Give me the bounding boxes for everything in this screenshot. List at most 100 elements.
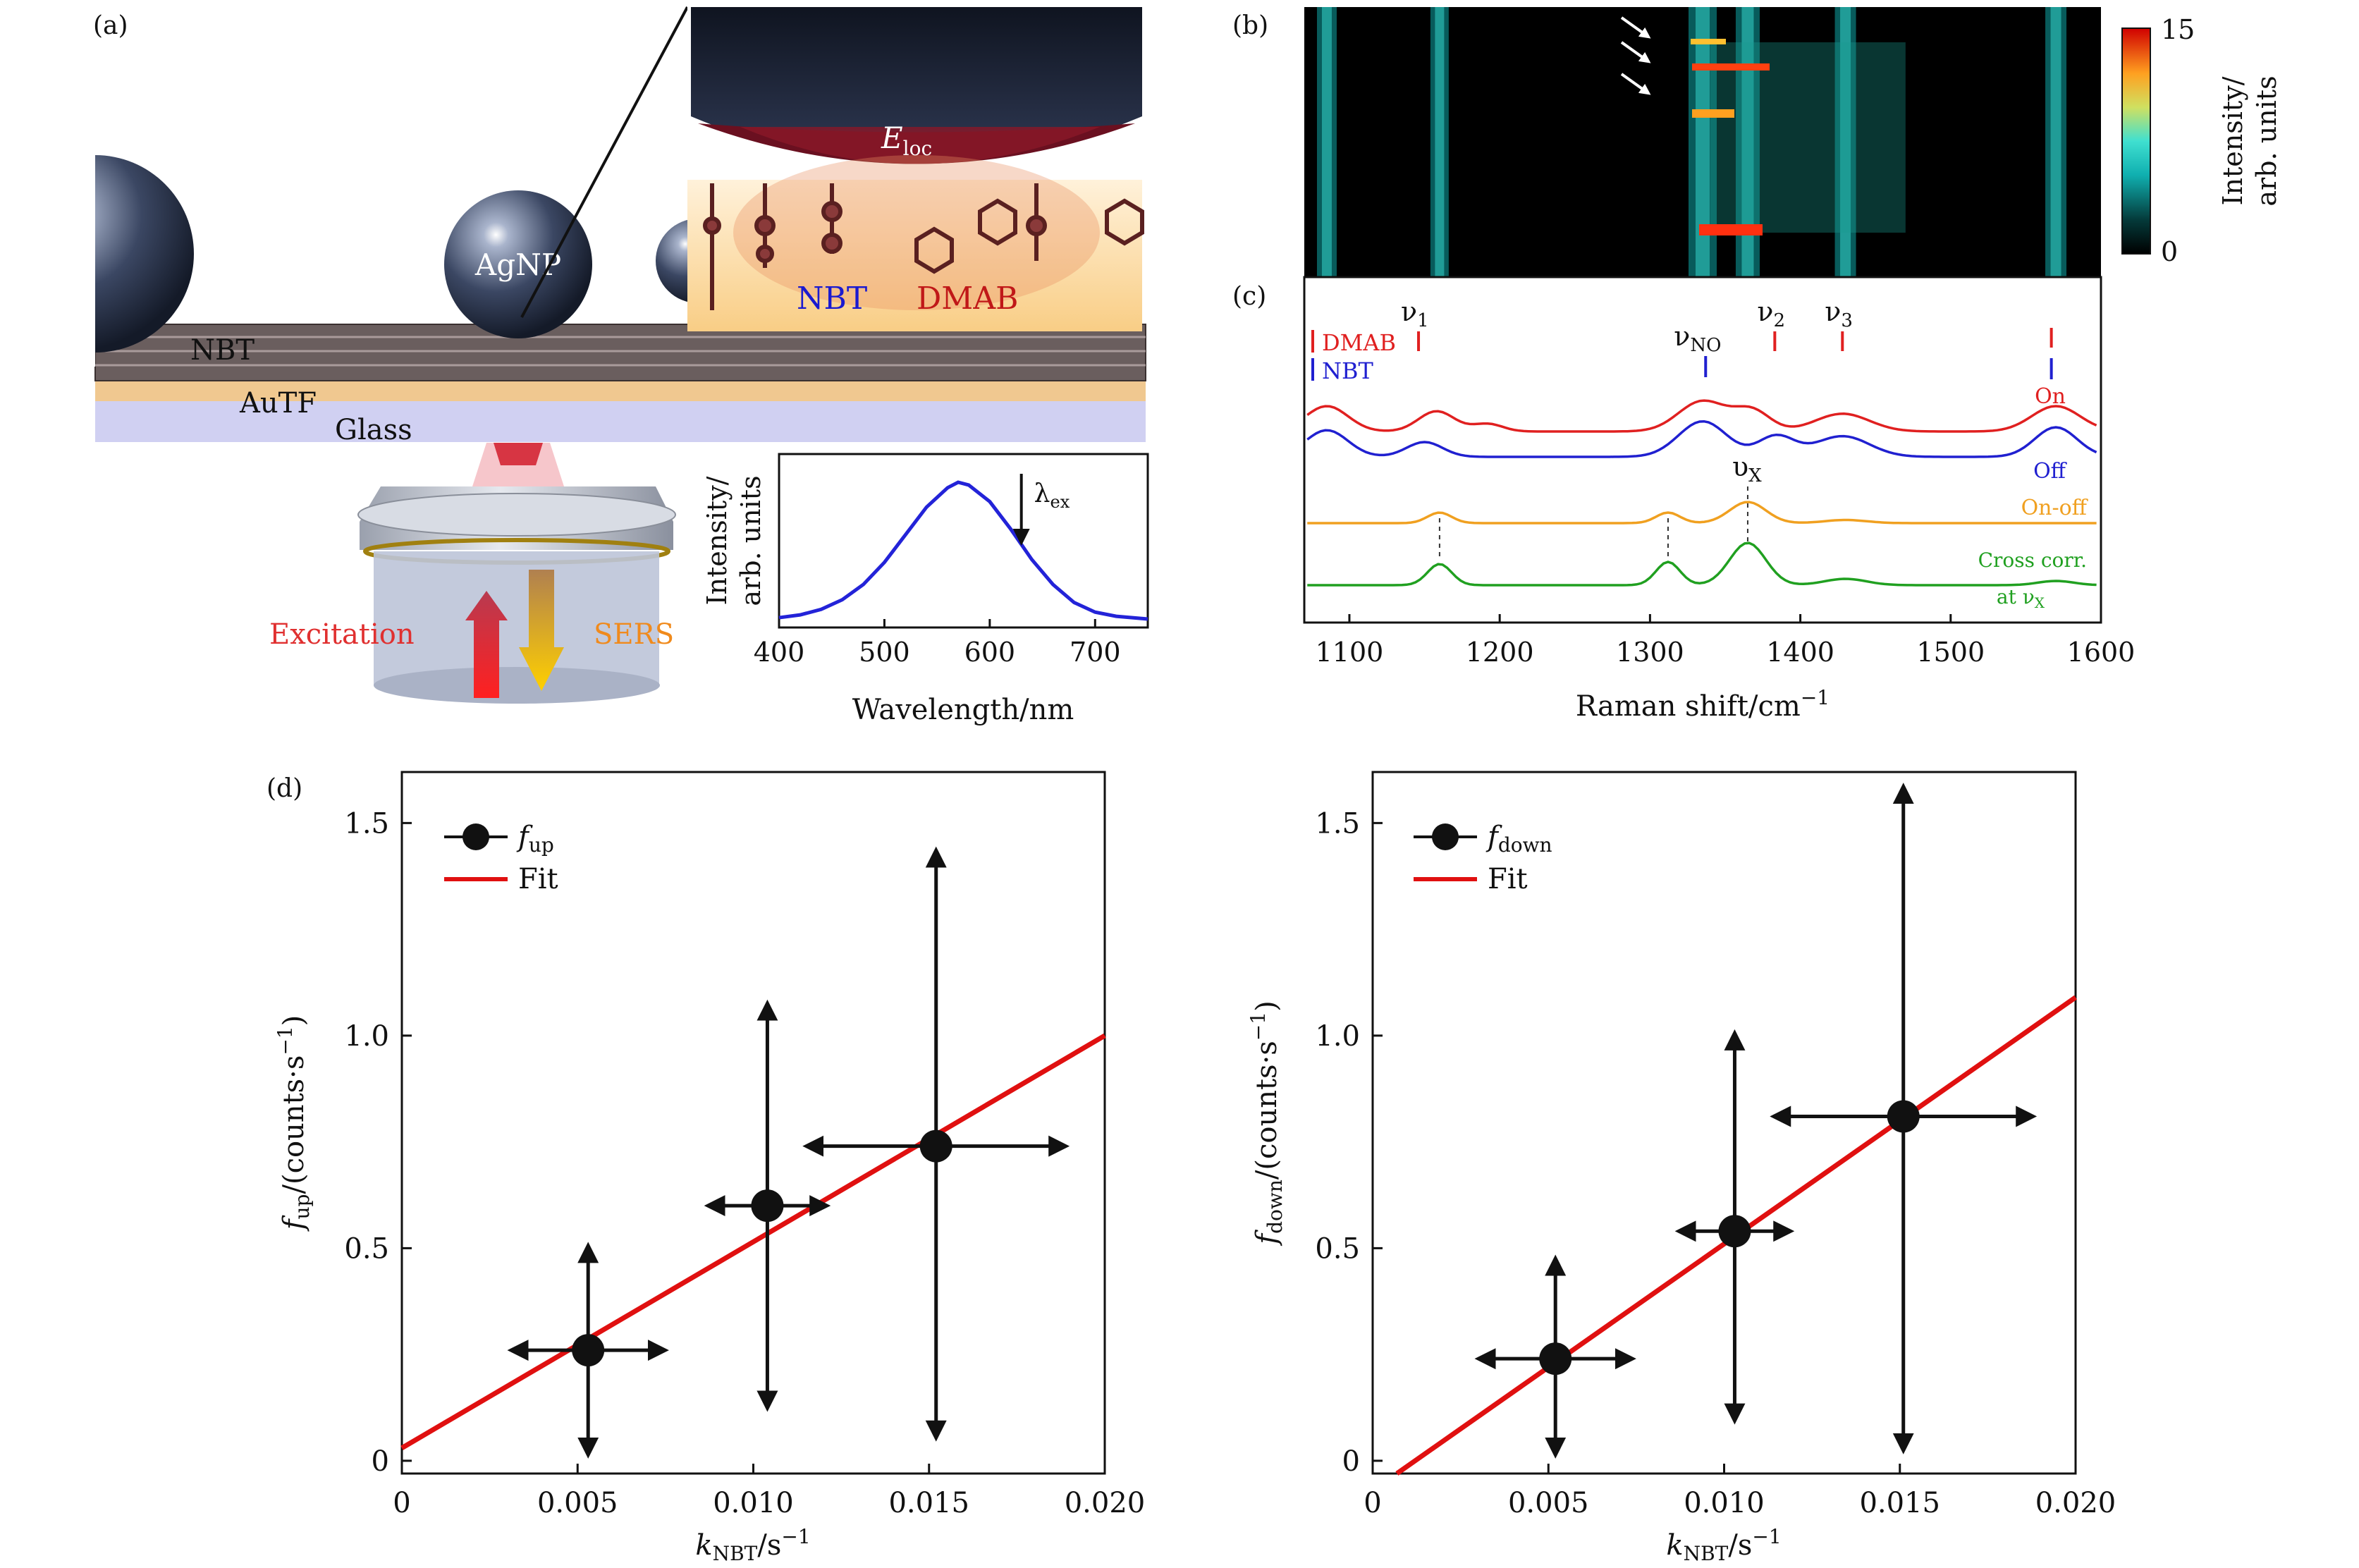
molecule-ridges — [95, 336, 1146, 367]
dmab-inset-label: DMAB — [917, 281, 1018, 317]
d-xtick-label: 0 — [1364, 1487, 1381, 1519]
panel-d-right-frame — [1371, 771, 2077, 1475]
d-ytick-label: 0 — [372, 1445, 389, 1478]
peak-label-nu1: ν1 — [1401, 296, 1429, 331]
trace-on-off — [1307, 501, 2097, 525]
peak-label-nu3: ν3 — [1825, 296, 1853, 331]
panel-label-a: (a) — [93, 11, 128, 40]
heatmap-band-core — [2050, 7, 2061, 277]
d-ytick-label: 1.0 — [1315, 1020, 1360, 1053]
data-point — [572, 1334, 605, 1367]
dashed-guides — [1438, 486, 1748, 557]
panel-c-xtick-label: 1100 — [1316, 637, 1384, 668]
nbt-layer-label: NBT — [190, 334, 255, 367]
panel-c-xlabel: Raman shift/cm−1 — [1576, 686, 1830, 723]
glass-layer — [95, 398, 1146, 442]
d-xtick-label: 0.020 — [2035, 1487, 2116, 1519]
panel-label-b: (b) — [1232, 11, 1268, 40]
d-ytick-label: 1.5 — [344, 807, 389, 840]
heatmap-band-core — [1741, 7, 1754, 277]
label-on-off: On-off — [2021, 496, 2089, 520]
data-point — [919, 1129, 952, 1163]
d-xtick-label: 0.005 — [537, 1487, 618, 1519]
objective-body — [374, 551, 659, 685]
spectrum-inset: 400 500 600 700 λex Intensity/ arb. units W… — [701, 453, 1149, 726]
legend-marker-left — [462, 823, 489, 850]
data-point — [1539, 1342, 1572, 1376]
sers-label: SERS — [594, 618, 674, 651]
nbt-layer — [95, 324, 1146, 381]
molecule-sketches — [703, 183, 1144, 310]
d-ytick-label: 1.5 — [1315, 807, 1360, 840]
d-xtick-label: 0.005 — [1508, 1487, 1589, 1519]
eloc-label: Eloc — [881, 121, 932, 160]
tip-shape — [691, 7, 1142, 164]
heatmap-diffuse — [1710, 42, 1906, 233]
heatmap-hot-spots — [1691, 39, 1770, 235]
panel-label-d: (d) — [266, 774, 302, 803]
d-xtick-label: 0.010 — [1684, 1487, 1765, 1519]
spectrum-ylabel-2: arb. units — [735, 475, 766, 606]
d-xtick-label: 0.015 — [1859, 1487, 1940, 1519]
d-xtick-label: 0 — [393, 1487, 410, 1519]
heatmap-band-core — [1321, 7, 1332, 277]
panel-d-left-ylabel: fup/(counts·s−1) — [274, 1015, 314, 1232]
fit-line-left — [400, 1033, 1106, 1450]
legend-nbt: NBT — [1322, 357, 1374, 384]
panel-label-c: (c) — [1232, 282, 1266, 311]
excitation-label: Excitation — [269, 618, 415, 651]
spectrum-xtick-label: 700 — [1070, 637, 1121, 668]
spectrum-curve — [778, 480, 1148, 621]
spectrum-xtick-label: 600 — [964, 637, 1016, 668]
label-on: On — [2035, 384, 2066, 409]
spectrum-xlabel: Wavelength/nm — [852, 694, 1074, 726]
label-off: Off — [2033, 459, 2068, 484]
panel-b-heatmap: 15 0 Intensity/ arb. units — [1304, 7, 2282, 277]
peak-label-nu2: ν2 — [1757, 296, 1785, 331]
heatmap-arrows — [1620, 16, 1651, 95]
data-point — [1887, 1100, 1920, 1133]
data-point — [751, 1189, 784, 1223]
panel-c-xtick-label: 1400 — [1766, 637, 1834, 668]
legend-fdown: fdown — [1485, 821, 1552, 857]
panel-d-right: 0 0.005 0.010 0.015 0.020 0 0.5 1.0 1.5 fdown Fi… — [1246, 771, 2116, 1565]
panel-d-right-xlabel: kNBT/s−1 — [1666, 1525, 1781, 1565]
spectrum-ylabel-1: Intensity/ — [701, 476, 733, 605]
legend-marker-right — [1432, 823, 1459, 850]
autf-label: AuTF — [239, 387, 317, 419]
panel-a-illustration: NBT AuTF Glass AgNP Eloc NBT DMAB — [0, 6, 1146, 704]
colorbar-label-2: arb. units — [2251, 75, 2282, 206]
legend-fit-left: Fit — [518, 863, 558, 895]
trace-cross-corr — [1307, 541, 2097, 587]
panel-c-xtick-label: 1600 — [2067, 637, 2136, 668]
d-ytick-label: 0.5 — [1315, 1232, 1360, 1265]
agnp-sphere-center — [444, 190, 592, 338]
peak-label-nux: υX — [1732, 451, 1762, 486]
d-ytick-label: 0 — [1342, 1445, 1360, 1478]
legend-fup: fup — [516, 821, 554, 857]
trace-off — [1306, 419, 2097, 458]
heatmap-band-core — [1696, 7, 1710, 277]
heatmap-band-core — [1435, 7, 1445, 277]
label-cross-corr: Cross corr. — [1978, 549, 2087, 572]
heatmap-band-core — [1840, 7, 1851, 277]
panel-c-xtick-label: 1200 — [1466, 637, 1534, 668]
d-ytick-label: 1.0 — [344, 1020, 389, 1053]
panel-d-right-ylabel: fdown/(counts·s−1) — [1246, 1000, 1287, 1246]
d-xtick-label: 0.010 — [713, 1487, 794, 1519]
excitation-arrow — [465, 591, 508, 698]
panel-c-xtick-label: 1500 — [1916, 637, 1985, 668]
panel-c-xtick-label: 1300 — [1616, 637, 1684, 668]
spectrum-xtick-label: 400 — [754, 637, 805, 668]
sers-arrow — [519, 570, 564, 691]
nbt-inset-label: NBT — [797, 281, 867, 317]
panel-d-left-xlabel: kNBT/s−1 — [695, 1525, 810, 1565]
colorbar-min: 0 — [2161, 236, 2178, 267]
label-at-nux: at νX — [1997, 585, 2045, 611]
zoom-line — [520, 6, 689, 318]
spectrum-xtick-label: 500 — [859, 637, 910, 668]
glass-label: Glass — [335, 414, 412, 446]
legend-fit-right: Fit — [1488, 863, 1528, 895]
trace-on — [1306, 399, 2097, 433]
